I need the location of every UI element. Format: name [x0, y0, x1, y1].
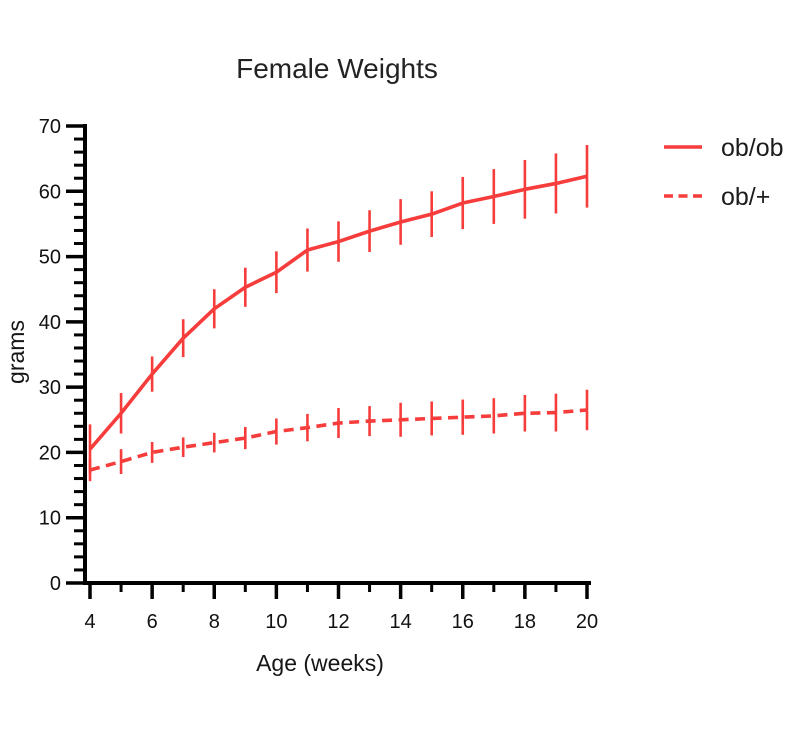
y-tick-label: 30 [39, 377, 61, 399]
y-tick-label: 20 [39, 442, 61, 464]
legend-label-ob-plus: ob/+ [721, 183, 770, 211]
x-tick-label: 18 [514, 611, 536, 633]
x-tick-label: 4 [84, 611, 95, 633]
x-tick-label: 6 [147, 611, 158, 633]
x-axis-title: Age (weeks) [256, 650, 384, 676]
series-line-ob-ob [88, 174, 588, 451]
y-tick-label: 10 [39, 508, 61, 530]
x-tick-label: 20 [576, 611, 598, 633]
y-axis-title: grams [3, 320, 29, 384]
x-tick-label: 12 [327, 611, 349, 633]
y-tick-label: 50 [39, 247, 61, 269]
axes: 0 10 20 30 40 50 60 70 4 6 8 10 12 14 16 18 20 [39, 116, 598, 633]
series-line-ob-plus [89, 408, 588, 472]
x-tick-label: 16 [452, 611, 474, 633]
x-tick-label: 8 [209, 611, 220, 633]
series-layer [88, 144, 589, 482]
y-tick-label: 40 [39, 312, 61, 334]
legend: ob/ob ob/+ [664, 134, 784, 211]
y-tick-label: 70 [39, 116, 61, 138]
x-tick-label: 14 [390, 611, 412, 633]
chart-title: Female Weights [236, 53, 438, 84]
y-tick-label: 60 [39, 181, 61, 203]
legend-label-ob-ob: ob/ob [721, 134, 784, 162]
x-tick-label: 10 [265, 611, 287, 633]
y-tick-label: 0 [50, 573, 61, 595]
